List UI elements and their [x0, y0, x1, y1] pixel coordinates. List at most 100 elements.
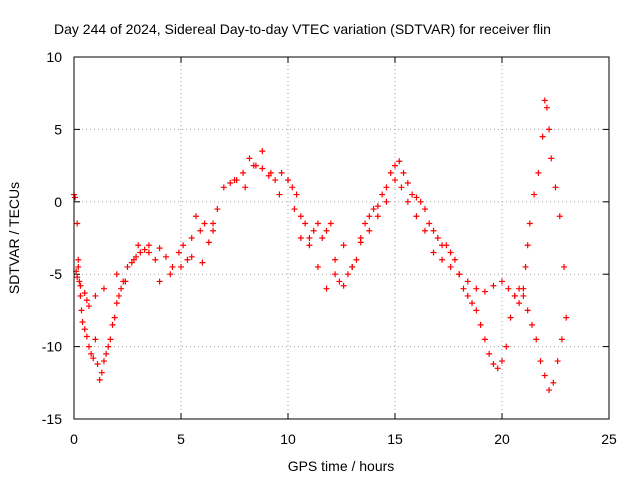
data-point: [374, 203, 381, 210]
data-point: [535, 169, 542, 176]
data-point: [289, 184, 296, 191]
data-point: [156, 278, 163, 285]
data-point: [118, 285, 125, 292]
data-point: [285, 177, 291, 184]
data-point: [145, 249, 152, 256]
data-point: [409, 191, 416, 198]
data-point: [426, 220, 433, 227]
data-point: [306, 242, 313, 249]
x-tick-label: 0: [70, 431, 78, 447]
data-point: [507, 314, 514, 321]
data-point: [447, 249, 454, 256]
data-point: [156, 245, 163, 252]
data-point: [77, 282, 84, 289]
data-point: [379, 191, 386, 198]
data-point: [473, 307, 480, 314]
data-point: [267, 169, 274, 176]
data-point: [115, 292, 122, 299]
data-point: [319, 235, 326, 241]
data-point: [398, 184, 405, 191]
data-point: [92, 292, 99, 299]
data-point: [293, 191, 300, 198]
data-point: [201, 220, 208, 227]
data-point: [197, 227, 204, 234]
data-point: [310, 227, 317, 234]
data-point: [366, 227, 373, 234]
grid-lines: [74, 57, 609, 419]
data-point: [546, 387, 553, 394]
data-point: [413, 194, 420, 201]
data-point: [490, 282, 497, 289]
data-point: [210, 220, 217, 227]
data-point: [349, 263, 356, 270]
data-point: [180, 242, 187, 249]
data-point: [464, 292, 471, 299]
data-point: [430, 249, 437, 256]
data-point: [214, 206, 221, 213]
data-point: [240, 169, 247, 176]
data-point: [188, 253, 195, 260]
data-point: [188, 235, 195, 241]
data-point: [79, 318, 86, 325]
data-point: [210, 227, 217, 234]
data-point: [220, 184, 227, 191]
axis-ticks: 0 5 10 15 20 25 10 5 0 -5 -10 -15: [42, 49, 617, 447]
data-point: [88, 350, 95, 357]
data-point: [552, 184, 559, 191]
data-point: [83, 297, 90, 304]
data-point: [370, 206, 377, 213]
data-point: [503, 343, 510, 350]
data-point: [92, 336, 99, 343]
data-point: [332, 256, 339, 263]
data-point: [481, 336, 488, 343]
data-point: [152, 256, 159, 263]
y-tick-label: 10: [46, 49, 62, 65]
data-point: [192, 213, 199, 220]
data-point: [387, 169, 394, 176]
data-point: [396, 158, 403, 165]
data-point: [490, 360, 497, 367]
data-point: [278, 169, 285, 176]
data-point: [246, 155, 253, 162]
data-point: [231, 177, 238, 184]
data-point: [558, 336, 565, 343]
data-point: [163, 253, 170, 260]
x-tick-label: 20: [494, 431, 510, 447]
data-point: [124, 263, 131, 270]
data-point: [383, 184, 390, 191]
data-point: [383, 198, 390, 205]
data-point: [75, 263, 82, 270]
data-point: [297, 213, 304, 220]
data-point: [524, 307, 531, 314]
data-point: [77, 292, 84, 299]
data-point: [302, 220, 309, 227]
data-point: [178, 263, 184, 270]
data-point: [541, 97, 548, 104]
data-point: [524, 242, 531, 249]
data-point: [184, 256, 191, 263]
data-point: [98, 369, 105, 376]
data-point: [107, 336, 114, 343]
data-point: [340, 282, 347, 289]
data-point: [141, 246, 148, 253]
data-point: [75, 256, 82, 263]
data-point: [122, 278, 129, 285]
data-point: [439, 256, 446, 263]
data-point: [205, 239, 212, 246]
data-point: [259, 165, 266, 172]
data-point: [556, 213, 563, 220]
data-point: [323, 285, 330, 292]
data-point: [539, 133, 546, 140]
data-point: [520, 292, 527, 299]
data-point: [400, 169, 407, 176]
data-point: [74, 274, 81, 281]
data-point: [421, 206, 428, 213]
data-point: [357, 239, 364, 246]
data-point: [105, 343, 112, 350]
data-point: [74, 220, 81, 227]
data-point: [109, 321, 116, 328]
data-point: [81, 290, 88, 297]
y-tick-label: -15: [42, 411, 62, 427]
y-tick-label: 5: [54, 121, 62, 137]
